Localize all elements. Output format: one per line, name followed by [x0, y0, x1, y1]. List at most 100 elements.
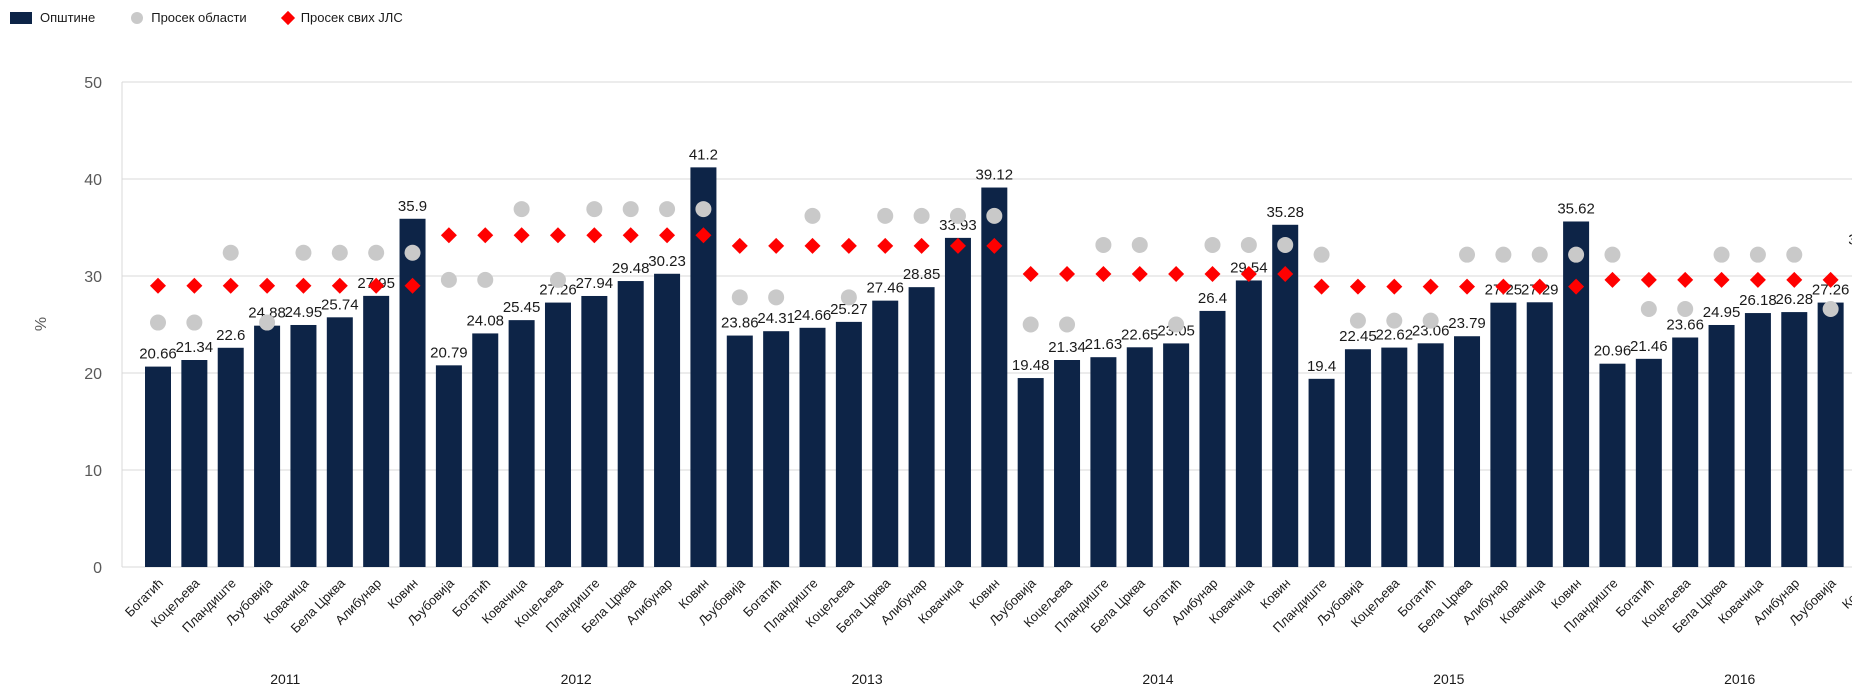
data-label: 39.12: [976, 167, 1014, 184]
all-lsg-average-marker: [513, 227, 530, 244]
data-label: 24.66: [794, 307, 832, 324]
region-average-marker: [1640, 300, 1657, 317]
data-label: 26.18: [1739, 292, 1777, 309]
region-average-marker: [1349, 312, 1366, 329]
data-bar: [254, 325, 281, 567]
data-bar: [1017, 378, 1044, 567]
year-group-label: 2015: [1433, 671, 1464, 687]
all-lsg-average-marker: [840, 237, 857, 254]
data-bar: [1308, 378, 1335, 567]
data-bar: [617, 281, 644, 567]
region-average-marker: [731, 289, 748, 306]
data-label: 19.4: [1307, 358, 1336, 375]
data-label: 41.2: [689, 146, 718, 163]
region-average-marker: [1277, 236, 1294, 253]
data-bar: [145, 366, 171, 567]
region-average-marker: [1168, 316, 1185, 333]
year-group-label: 2011: [270, 671, 300, 687]
data-label: 24.95: [1703, 304, 1741, 321]
data-label: 32.44: [1848, 231, 1852, 248]
all-lsg-average-marker: [259, 277, 276, 294]
data-bar: [1599, 363, 1626, 567]
all-lsg-average-marker: [804, 237, 821, 254]
region-average-marker: [659, 201, 676, 218]
data-bar: [1490, 302, 1517, 567]
all-lsg-average-marker: [440, 227, 457, 244]
year-group-label: 2013: [851, 671, 882, 687]
y-tick-label: 50: [84, 75, 102, 92]
data-bar: [1054, 360, 1081, 567]
data-bar: [1817, 302, 1844, 567]
legend-item-municipalities: Општине: [10, 10, 95, 25]
data-label: 19.48: [1012, 357, 1050, 374]
y-tick-label: 40: [84, 172, 102, 189]
all-lsg-average-marker: [1822, 271, 1839, 288]
data-label: 22.65: [1121, 326, 1159, 343]
data-label: 21.63: [1085, 336, 1123, 353]
data-label: 25.45: [503, 299, 541, 316]
region-average-marker: [1131, 236, 1148, 253]
region-average-marker: [1531, 246, 1548, 263]
data-label: 23.86: [721, 315, 759, 332]
data-label: 22.45: [1339, 328, 1377, 345]
data-bar: [654, 273, 681, 567]
all-lsg-average-marker: [1386, 278, 1403, 295]
all-lsg-average-marker: [1095, 266, 1112, 283]
region-average-marker: [1786, 246, 1803, 263]
all-lsg-average-marker: [1349, 278, 1366, 295]
data-label: 27.94: [576, 275, 614, 292]
all-lsg-average-marker: [1531, 278, 1548, 295]
y-axis-label: %: [33, 317, 50, 331]
all-lsg-average-marker: [1277, 266, 1294, 283]
data-bar: [1126, 347, 1153, 567]
region-average-marker: [695, 201, 712, 218]
data-label: 25.74: [321, 296, 359, 313]
data-bar: [472, 333, 499, 567]
data-bar: [835, 321, 862, 567]
region-average-marker: [1749, 246, 1766, 263]
x-tick-label: Ковин: [1839, 576, 1852, 612]
region-average-marker: [477, 271, 494, 288]
data-label: 35.28: [1266, 204, 1304, 221]
data-bar: [1563, 221, 1590, 567]
data-bar: [435, 365, 462, 567]
data-bar: [1090, 357, 1117, 567]
data-label: 25.27: [830, 301, 868, 318]
all-lsg-average-marker: [913, 237, 930, 254]
data-label: 21.46: [1630, 338, 1668, 355]
data-bar: [799, 327, 826, 567]
all-lsg-average-marker: [1059, 266, 1076, 283]
region-average-marker: [1495, 246, 1512, 263]
all-lsg-average-marker: [1713, 271, 1730, 288]
all-lsg-average-marker: [1677, 271, 1694, 288]
region-average-marker: [949, 207, 966, 224]
region-average-marker: [1677, 300, 1694, 317]
all-lsg-average-marker: [1568, 278, 1585, 295]
data-label: 24.95: [285, 304, 323, 321]
data-bar: [217, 347, 244, 567]
data-label: 26.28: [1776, 291, 1814, 308]
all-lsg-average-marker: [1604, 271, 1621, 288]
legend-label-municipalities: Општине: [40, 10, 96, 25]
all-lsg-average-marker: [586, 227, 603, 244]
data-bar: [326, 317, 353, 567]
region-average-marker: [1240, 236, 1257, 253]
region-average-marker: [295, 244, 312, 261]
data-label: 20.96: [1594, 343, 1632, 360]
region-average-marker: [1604, 246, 1621, 263]
region-average-marker: [222, 244, 239, 261]
data-label: 21.34: [176, 339, 214, 356]
data-bar: [1344, 349, 1371, 567]
data-label: 23.66: [1666, 316, 1704, 333]
data-label: 22.6: [216, 327, 245, 344]
region-average-marker: [1822, 300, 1839, 317]
all-lsg-average-marker: [731, 237, 748, 254]
all-lsg-average-marker: [1422, 278, 1439, 295]
region-average-marker: [1022, 316, 1039, 333]
data-label: 24.31: [757, 310, 795, 327]
y-tick-label: 20: [84, 366, 102, 383]
all-lsg-average-marker: [549, 227, 566, 244]
all-lsg-average-marker: [368, 277, 385, 294]
all-lsg-average-marker: [986, 237, 1003, 254]
all-lsg-average-marker: [477, 227, 494, 244]
